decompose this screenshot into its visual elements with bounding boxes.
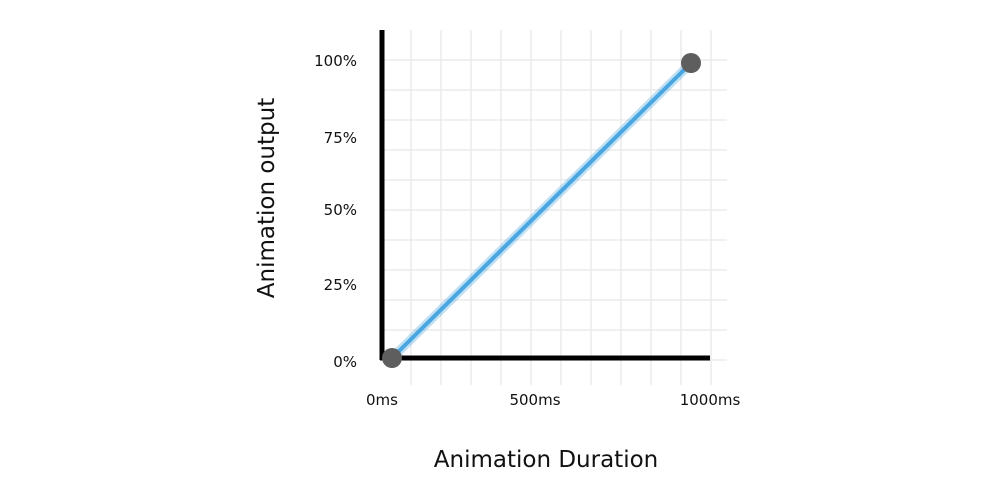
y-tick-label: 0% [333, 353, 357, 371]
series-line [390, 61, 693, 360]
y-tick-label: 100% [314, 52, 357, 70]
y-tick-label: 25% [324, 276, 357, 294]
axes [379, 30, 710, 361]
x-tick-label: 1000ms [680, 391, 741, 409]
x-tick-labels: 0ms 500ms 1000ms [366, 391, 740, 409]
x-tick-label: 0ms [366, 391, 398, 409]
y-axis-title: Animation output [254, 98, 280, 298]
x-tick-label: 500ms [509, 391, 560, 409]
endpoint-layer [382, 53, 701, 368]
y-tick-label: 50% [324, 201, 357, 219]
y-tick-labels: 0% 25% 50% 75% 100% [314, 52, 357, 371]
endpoint-marker [681, 53, 701, 73]
x-axis-title: Animation Duration [434, 447, 658, 473]
series-layer [387, 58, 696, 363]
endpoint-marker [382, 348, 402, 368]
y-tick-label: 75% [324, 129, 357, 147]
